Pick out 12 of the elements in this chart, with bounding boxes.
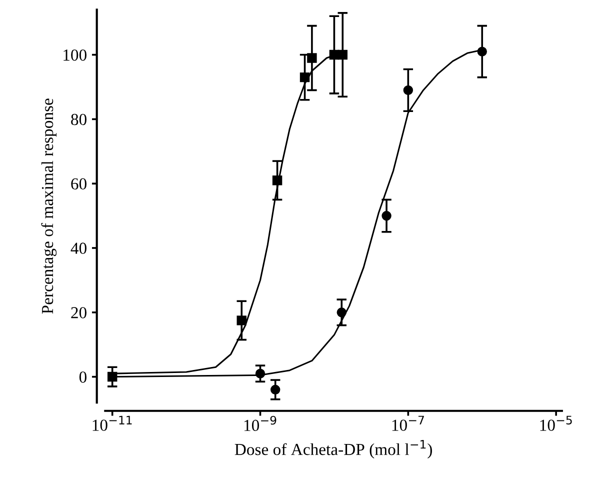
x-axis-title: Dose of Acheta-DP (mol l$^{−1}$) [234, 440, 432, 458]
x-tick-label: 10$^{−7}$ [392, 416, 424, 431]
x-tick-label: 10$^{−9}$ [244, 416, 276, 432]
x-tick-label: 10$^{−5}$ [540, 416, 572, 431]
y-tick-label: 0 [79, 371, 86, 383]
x-tick-label: 10$^{−11}$ [92, 416, 132, 431]
y-axis-title: Percentage of maximal response [41, 98, 57, 314]
y-tick-label: 40 [70, 242, 86, 254]
y-tick-label: 60 [71, 178, 86, 190]
y-tick-label: 100 [64, 49, 86, 61]
y-tick-label: 80 [71, 114, 86, 126]
y-tick-label: 20 [71, 307, 86, 318]
